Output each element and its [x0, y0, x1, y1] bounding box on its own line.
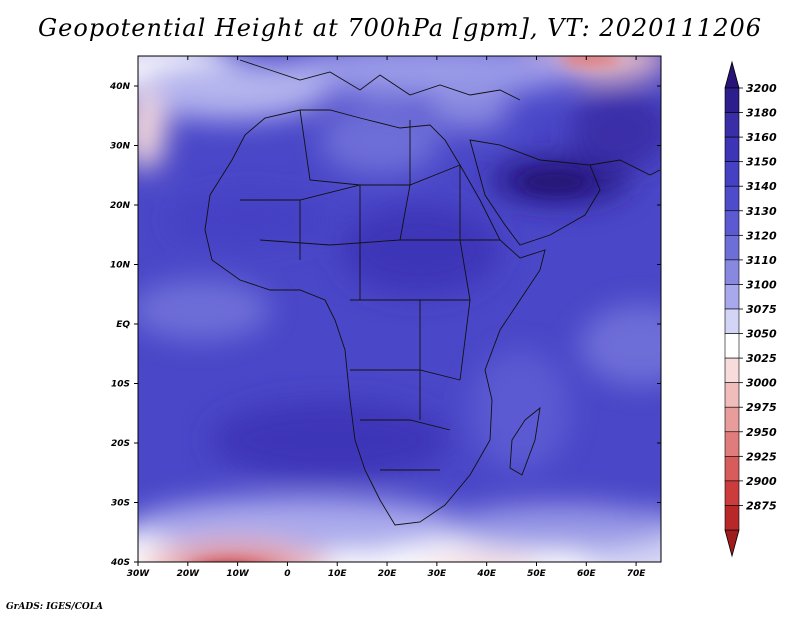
grads-credit: GrADS: IGES/COLA: [6, 602, 104, 612]
lon-label: 20W: [177, 569, 201, 579]
colorbar-swatch: [724, 284, 740, 310]
colorbar-swatch: [724, 308, 740, 334]
colorbar-swatch: [724, 185, 740, 212]
colorbar-swatch: [724, 357, 740, 383]
lon-label: 30W: [127, 569, 151, 579]
colorbar-label: 2975: [746, 401, 777, 414]
lon-label: 70E: [627, 569, 647, 579]
lon-label: 60E: [577, 569, 597, 579]
lat-label: 40N: [109, 82, 131, 92]
lon-label: 10W: [226, 569, 250, 579]
lat-label: 10N: [110, 261, 131, 271]
lon-label: 50E: [527, 569, 547, 579]
lon-label: 30E: [428, 569, 448, 579]
colorbar-swatch: [724, 333, 740, 359]
plot-frame: [137, 55, 662, 563]
colorbar-swatch: [724, 382, 740, 408]
colorbar: 3200 3180 3160 3150 3140 3130 3120 3110 3100 3075…: [724, 60, 777, 558]
lon-label: 10E: [328, 569, 348, 579]
colorbar-swatch: [724, 210, 740, 236]
lat-label: 20N: [110, 201, 131, 211]
colorbar-swatch: [724, 136, 740, 162]
colorbar-swatch: [724, 505, 740, 531]
colorbar-label: 3140: [746, 180, 777, 193]
lat-label: EQ: [116, 320, 130, 330]
latitude-axis: 40N 30N 20N 10N EQ 10S 20S 30S 40S: [109, 82, 661, 568]
colorbar-label: 3025: [746, 352, 777, 365]
colorbar-swatch: [724, 235, 740, 261]
colorbar-swatch: [724, 259, 740, 285]
lon-label: 40E: [476, 569, 497, 579]
colorbar-label: 2875: [746, 499, 777, 512]
colorbar-label: 3160: [746, 131, 777, 144]
colorbar-label: 3050: [746, 328, 777, 341]
colorbar-label: 3000: [746, 377, 777, 390]
colorbar-label: 3200: [746, 82, 777, 95]
colorbar-swatch: [724, 112, 740, 138]
colorbar-label: 3100: [746, 278, 777, 291]
colorbar-swatch: [724, 480, 740, 506]
lat-label: 20S: [111, 439, 130, 449]
map-title: Geopotential Height at 700hPa [gpm], VT:…: [38, 14, 762, 42]
colorbar-label: 2950: [746, 426, 777, 439]
colorbar-label: 3150: [746, 156, 777, 169]
colorbar-label: 3120: [746, 229, 777, 242]
lon-label: 20E: [378, 569, 398, 579]
colorbar-bottom-arrow: [724, 529, 740, 558]
lat-label: 30S: [111, 499, 130, 509]
colorbar-label: 2925: [746, 450, 777, 463]
colorbar-label: 3110: [746, 254, 777, 267]
longitude-axis: 30W 20W 10W 0 10E 20E 30E 40E 50E 60E 70E: [127, 56, 647, 579]
lat-label: 30N: [110, 142, 131, 152]
colorbar-label: 2900: [746, 475, 777, 488]
colorbar-label: 3180: [746, 107, 777, 120]
colorbar-top-arrow: [724, 60, 740, 89]
lon-label: 0: [284, 569, 290, 579]
colorbar-label: 3075: [746, 303, 777, 316]
coastline-outline: [204, 59, 661, 526]
colorbar-swatch: [724, 456, 740, 482]
lat-label: 40S: [110, 558, 130, 568]
colorbar-swatch: [724, 161, 740, 187]
colorbar-label: 3130: [746, 205, 777, 218]
shaded-field: [138, 56, 661, 562]
colorbar-swatch: [724, 87, 740, 113]
colorbar-swatch: [724, 406, 740, 433]
lat-label: 10S: [111, 380, 130, 390]
colorbar-swatch: [724, 431, 740, 457]
